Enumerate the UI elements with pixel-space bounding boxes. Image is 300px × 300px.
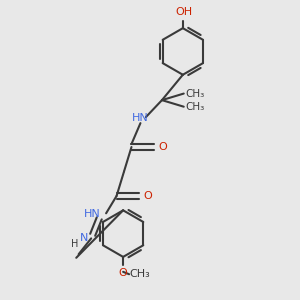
Text: OH: OH xyxy=(176,7,193,17)
Text: HN: HN xyxy=(83,209,100,220)
Text: O: O xyxy=(143,191,152,201)
Text: O: O xyxy=(158,142,167,152)
Text: N: N xyxy=(80,233,88,243)
Text: CH₃: CH₃ xyxy=(186,102,205,112)
Text: O: O xyxy=(119,268,128,278)
Text: CH₃: CH₃ xyxy=(130,269,150,279)
Text: HN: HN xyxy=(132,113,149,123)
Text: H: H xyxy=(71,239,78,249)
Text: CH₃: CH₃ xyxy=(186,88,205,99)
